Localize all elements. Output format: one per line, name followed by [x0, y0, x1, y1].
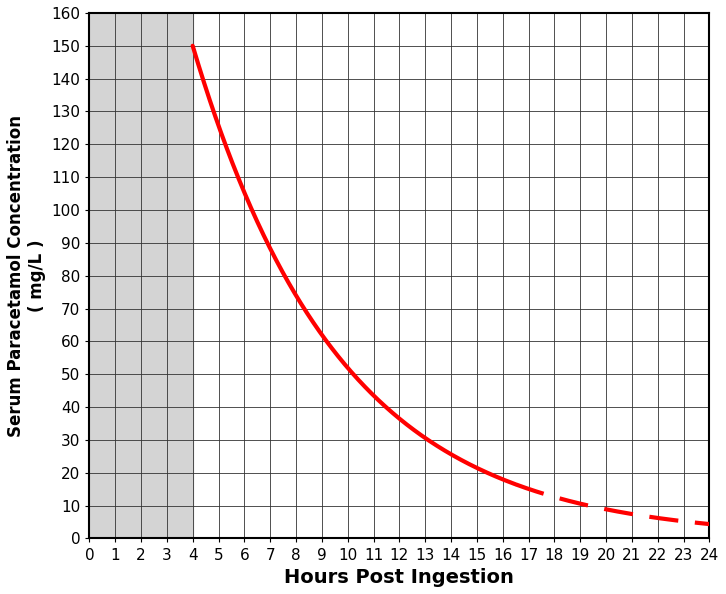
X-axis label: Hours Post Ingestion: Hours Post Ingestion — [285, 568, 514, 587]
Bar — [89, 13, 192, 539]
Y-axis label: Serum Paracetamol Concentration
( mg/L ): Serum Paracetamol Concentration ( mg/L ) — [7, 115, 46, 437]
